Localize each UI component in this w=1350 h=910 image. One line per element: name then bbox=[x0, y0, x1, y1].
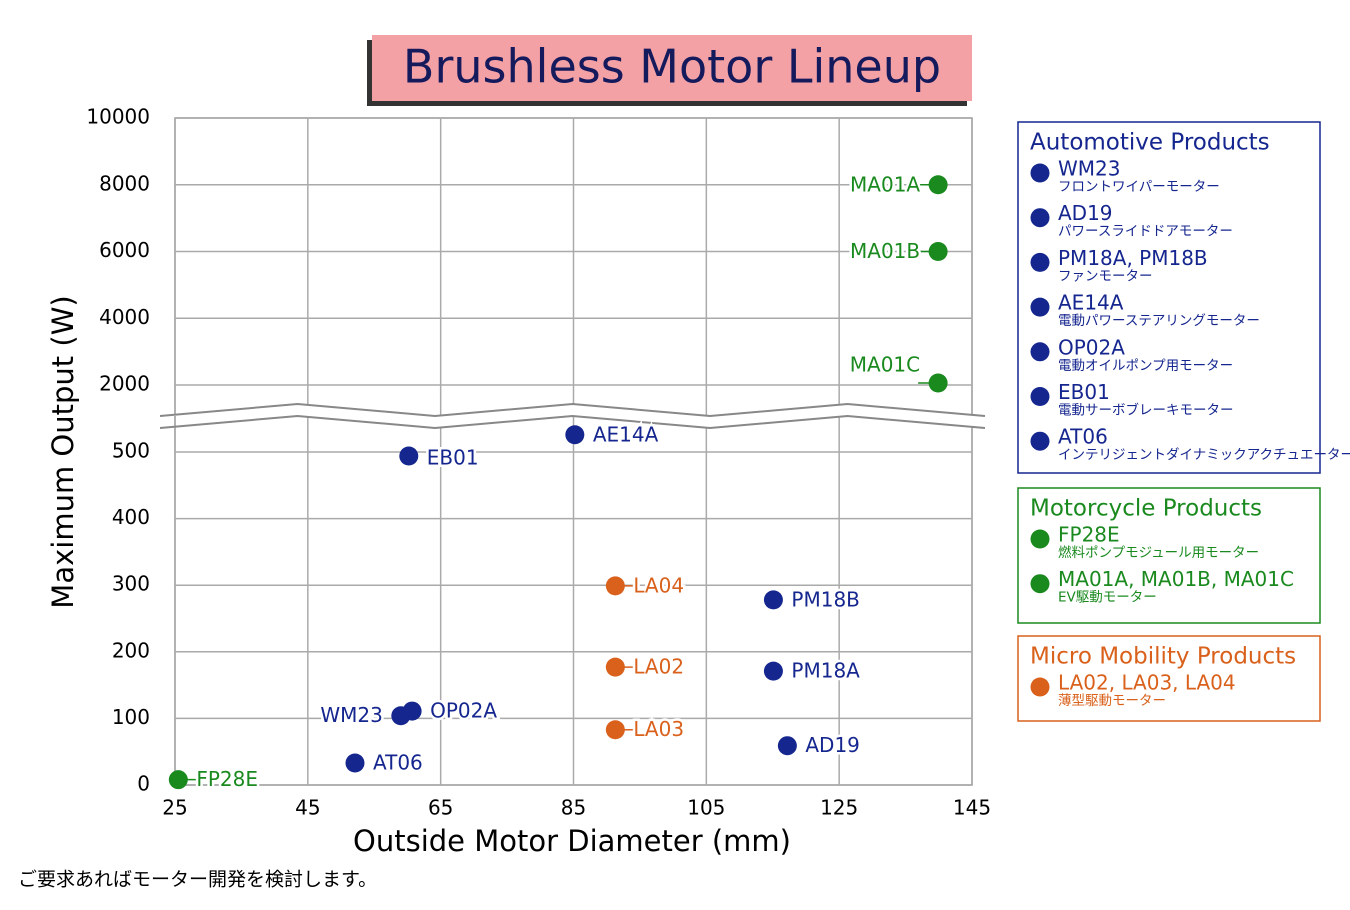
x-tick-label: 45 bbox=[295, 796, 320, 820]
x-tick-label: 65 bbox=[428, 796, 453, 820]
legend-label: LA02, LA03, LA04 bbox=[1058, 671, 1236, 695]
x-tick-label: 25 bbox=[162, 796, 187, 820]
point-label: PM18B bbox=[791, 587, 860, 611]
x-tick-label: 85 bbox=[561, 796, 586, 820]
legend-title: Motorcycle Products bbox=[1030, 496, 1262, 522]
y-axis-label: Maximum Output (W) bbox=[46, 295, 80, 608]
legend-title: Automotive Products bbox=[1030, 130, 1270, 156]
legend-note: 電動パワーステアリングモーター bbox=[1058, 313, 1260, 329]
point bbox=[928, 175, 948, 195]
footnote: ご要求あればモーター開発を検討します。 bbox=[18, 869, 377, 891]
legend-marker bbox=[1030, 574, 1050, 594]
legend-marker bbox=[1030, 387, 1050, 406]
point-label: AT06 bbox=[373, 751, 423, 775]
legend-label: EB01 bbox=[1058, 380, 1110, 404]
legend-marker bbox=[1030, 252, 1050, 272]
axis-break-line bbox=[159, 402, 986, 418]
y-tick-label: 100 bbox=[112, 705, 150, 729]
point bbox=[345, 753, 365, 773]
legend-note: 薄型駆動モーター bbox=[1058, 693, 1166, 709]
y-tick-label: 0 bbox=[137, 772, 150, 796]
x-tick-label: 145 bbox=[953, 796, 991, 820]
point bbox=[565, 425, 585, 445]
point bbox=[763, 590, 783, 610]
legend-note: フロントワイパーモーター bbox=[1058, 179, 1220, 195]
y-tick-label: 10000 bbox=[86, 105, 150, 129]
legend-note: 燃料ポンプモジュール用モーター bbox=[1058, 544, 1259, 561]
point bbox=[777, 736, 797, 756]
point-label: LA04 bbox=[633, 573, 684, 597]
chart-title: Brushless Motor Lineup bbox=[403, 40, 941, 94]
y-tick-label: 2000 bbox=[99, 372, 150, 396]
point-label: LA03 bbox=[633, 717, 684, 741]
legend-label: OP02A bbox=[1058, 335, 1125, 359]
point bbox=[402, 701, 422, 721]
point bbox=[605, 657, 625, 677]
point-label: EB01 bbox=[427, 445, 479, 469]
y-tick-label: 8000 bbox=[99, 171, 150, 195]
legend-marker bbox=[1030, 163, 1050, 183]
point-label: MA01A bbox=[850, 172, 920, 196]
legend-label: AD19 bbox=[1058, 201, 1113, 225]
legend-marker bbox=[1030, 342, 1050, 362]
legend-label: AT06 bbox=[1058, 425, 1108, 449]
point-label: AD19 bbox=[805, 733, 860, 757]
point bbox=[928, 242, 948, 261]
legend-note: 電動サーボブレーキモーター bbox=[1058, 402, 1234, 419]
y-tick-label: 300 bbox=[112, 572, 150, 596]
point-label: PM18A bbox=[791, 659, 860, 683]
title-box bbox=[372, 35, 972, 101]
x-tick-label: 105 bbox=[687, 796, 725, 820]
point-label: MA01B bbox=[850, 239, 920, 263]
legend-marker bbox=[1030, 297, 1050, 317]
legend-label: FP28E bbox=[1058, 523, 1120, 547]
y-tick-label: 4000 bbox=[99, 305, 150, 329]
legend-label: MA01A, MA01B, MA01C bbox=[1058, 567, 1294, 591]
point-label: OP02A bbox=[430, 699, 497, 723]
legend-box bbox=[1017, 635, 1321, 722]
axis-break-line bbox=[159, 414, 986, 430]
legend-label: PM18A, PM18B bbox=[1058, 246, 1208, 270]
point-label: AE14A bbox=[593, 422, 659, 446]
point bbox=[399, 446, 419, 466]
point-label: MA01C bbox=[850, 352, 920, 376]
legend-note: パワースライドドアモーター bbox=[1058, 224, 1233, 240]
legend-note: ファンモーター bbox=[1058, 268, 1153, 284]
legend-marker bbox=[1030, 431, 1050, 451]
point bbox=[605, 720, 625, 740]
legend-box bbox=[1017, 121, 1321, 474]
point-label: FP28E bbox=[196, 767, 258, 791]
y-tick-label: 6000 bbox=[99, 238, 150, 262]
y-tick-label: 500 bbox=[112, 439, 150, 463]
point bbox=[763, 661, 783, 681]
legend-marker bbox=[1030, 677, 1050, 697]
point bbox=[605, 576, 625, 596]
legend-marker bbox=[1030, 208, 1050, 228]
point bbox=[168, 770, 188, 790]
legend-note: EV駆動モーター bbox=[1058, 590, 1157, 606]
x-tick-label: 125 bbox=[820, 796, 858, 820]
legend-note: 電動オイルポンプ用モーター bbox=[1058, 358, 1233, 374]
legend-note: インテリジェントダイナミックアクチュエーター bbox=[1058, 447, 1350, 463]
legend-box bbox=[1017, 487, 1321, 624]
point bbox=[928, 373, 948, 393]
grid: 0 100 200 300 400 500 2000 4000 6000 8000 10000 25 4… bbox=[86, 105, 991, 820]
legend-label: WM23 bbox=[1058, 157, 1120, 181]
point-label: WM23 bbox=[320, 703, 382, 727]
legend-title: Micro Mobility Products bbox=[1030, 644, 1296, 670]
legend-label: AE14A bbox=[1058, 291, 1124, 315]
point-label: LA02 bbox=[633, 655, 684, 679]
y-tick-label: 200 bbox=[112, 638, 150, 662]
y-tick-label: 400 bbox=[112, 505, 150, 529]
legend-marker bbox=[1030, 529, 1050, 549]
x-axis-label: Outside Motor Diameter (mm) bbox=[353, 824, 791, 858]
